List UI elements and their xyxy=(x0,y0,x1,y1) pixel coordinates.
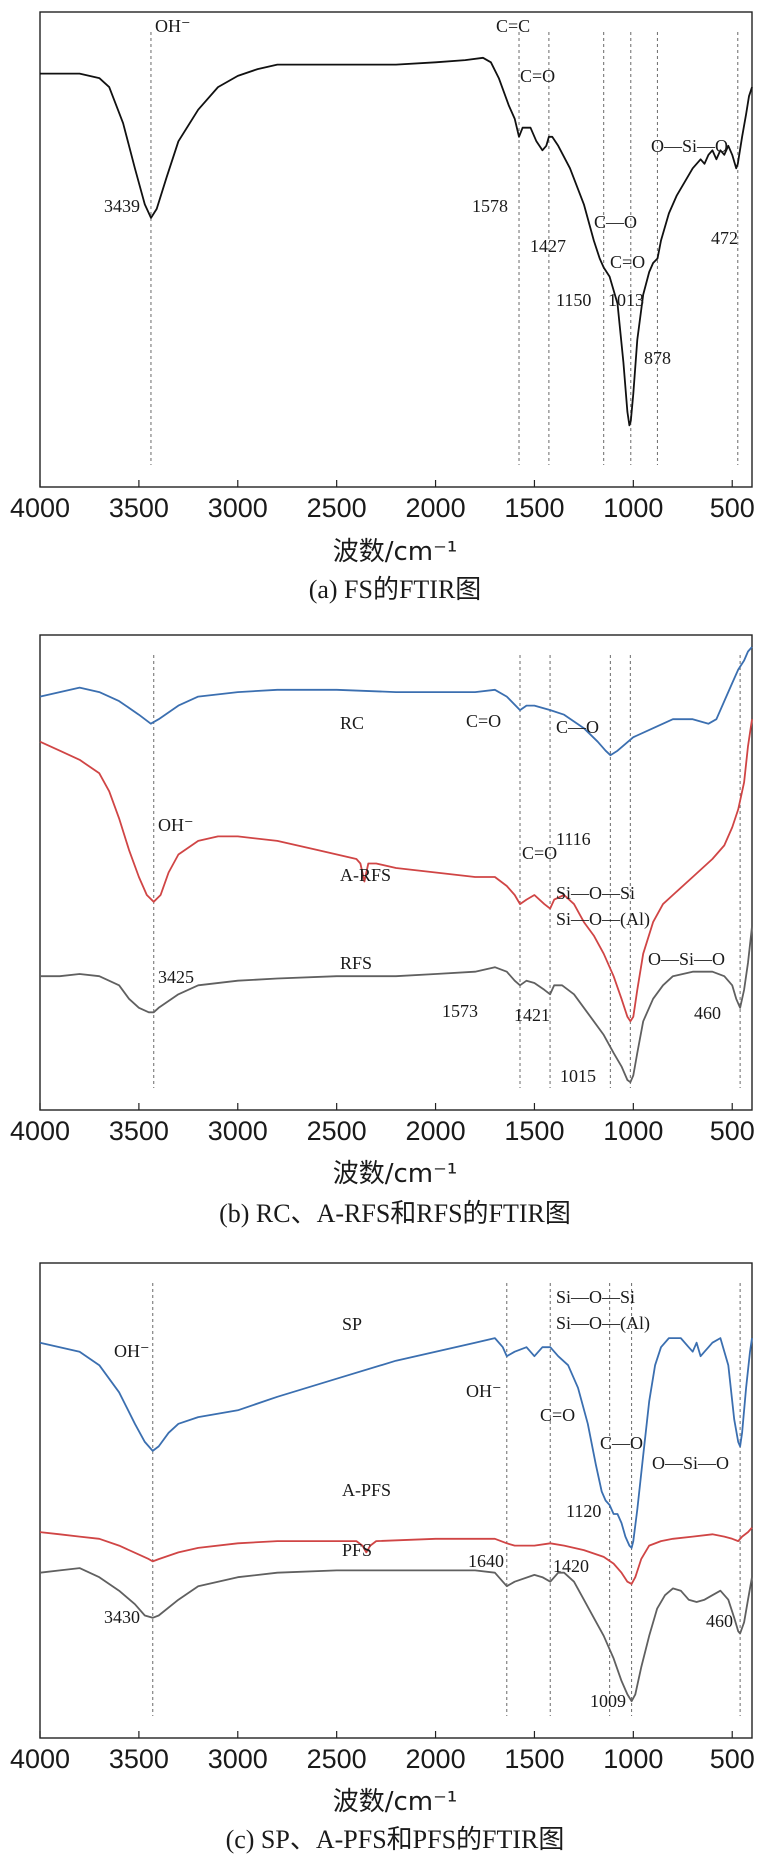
ann-number-1015: 1015 xyxy=(560,1066,596,1086)
x-tick-label-3000: 3000 xyxy=(208,1116,268,1146)
x-tick-label-2500: 2500 xyxy=(307,1744,367,1774)
panel-caption: (b) RC、A-RFS和RFS的FTIR图 xyxy=(219,1199,571,1228)
series-line-a-pfs xyxy=(39,1527,753,1585)
x-tick-label-1000: 1000 xyxy=(603,1744,663,1774)
ann-number-1120: 1120 xyxy=(566,1501,601,1521)
ann-label-c-o: C—O xyxy=(600,1433,643,1453)
plot-frame xyxy=(39,634,753,1111)
ann-label-oh: OH⁻ xyxy=(158,815,194,835)
panel-b: 4000 3500 3000 2500 2000 1500 1000 500 RC A-RFS… xyxy=(0,625,763,1235)
ann-number-1640: 1640 xyxy=(468,1551,504,1571)
ann-label-cc: C=C xyxy=(496,16,530,36)
panel-caption: (a) FS的FTIR图 xyxy=(309,575,482,604)
series-line-sp xyxy=(39,1337,753,1549)
ann-number-1150: 1150 xyxy=(556,290,591,310)
x-tick-label-500: 500 xyxy=(710,493,755,523)
ann-label-co-1: C=O xyxy=(466,711,501,731)
x-tick-label-1500: 1500 xyxy=(504,493,564,523)
x-tick-label-2000: 2000 xyxy=(406,493,466,523)
ann-number-1116: 1116 xyxy=(556,829,591,849)
ann-number-460: 460 xyxy=(706,1611,733,1631)
x-tick-label-2500: 2500 xyxy=(307,1116,367,1146)
ann-number-1573: 1573 xyxy=(442,1001,478,1021)
panel-caption: (c) SP、A-PFS和PFS的FTIR图 xyxy=(226,1825,565,1854)
ann-number-472: 472 xyxy=(711,228,738,248)
ann-label-oh-2: OH⁻ xyxy=(466,1381,502,1401)
series-label-apfs: A-PFS xyxy=(342,1480,391,1500)
x-tick-label-1500: 1500 xyxy=(504,1116,564,1146)
series-label-arfs: A-RFS xyxy=(340,865,391,885)
ann-number-3425: 3425 xyxy=(158,967,194,987)
ann-label-sioal: Si—O—(Al) xyxy=(556,909,650,930)
ann-label-co-3: C=O xyxy=(610,252,645,272)
x-axis-label: 波数/cm⁻¹ xyxy=(333,537,458,567)
ann-label-osio: O—Si—O xyxy=(648,949,725,969)
ann-label-co-2: C=O xyxy=(522,843,557,863)
ann-number-1578: 1578 xyxy=(472,196,508,216)
x-tick-label-3000: 3000 xyxy=(208,1744,268,1774)
ftir-chart-rc-arfs-rfs: 4000 3500 3000 2500 2000 1500 1000 500 RC A-RFS… xyxy=(10,634,755,1228)
ann-label-co-2: C—O xyxy=(594,212,637,232)
ann-label-osio: O—Si—O xyxy=(652,1453,729,1473)
ann-number-1013: 1013 xyxy=(608,290,644,310)
series-line-rc xyxy=(39,646,753,757)
x-tick-label-1500: 1500 xyxy=(504,1744,564,1774)
ann-label-oh: OH⁻ xyxy=(155,16,191,36)
x-tick-label-2000: 2000 xyxy=(406,1744,466,1774)
x-tick-label-3500: 3500 xyxy=(109,1744,169,1774)
x-tick-label-3000: 3000 xyxy=(208,493,268,523)
ftir-chart-sp-apfs-pfs: 4000 3500 3000 2500 2000 1500 1000 500 SP A-PFS… xyxy=(10,1262,755,1854)
x-tick-label-1000: 1000 xyxy=(603,493,663,523)
ann-number-460: 460 xyxy=(694,1003,721,1023)
plot-frame xyxy=(39,11,753,488)
x-tick-label-4000: 4000 xyxy=(10,1116,70,1146)
ftir-chart-fs: 4000 3500 3000 2500 2000 1500 1000 500 OH⁻ 3439… xyxy=(10,11,755,604)
x-tick-label-1000: 1000 xyxy=(603,1116,663,1146)
x-tick-label-3500: 3500 xyxy=(109,493,169,523)
ann-label-sioSi: Si—O—Si xyxy=(556,1287,635,1307)
panel-a: 4000 3500 3000 2500 2000 1500 1000 500 OH⁻ 3439… xyxy=(0,0,763,610)
series-label-rc: RC xyxy=(340,713,364,733)
ann-number-3430: 3430 xyxy=(104,1607,140,1627)
ann-number-1427: 1427 xyxy=(530,236,566,256)
series-label-sp: SP xyxy=(342,1314,362,1334)
ann-number-1421: 1421 xyxy=(514,1005,550,1025)
ann-label-sioSi: Si—O—Si xyxy=(556,883,635,903)
ann-label-sioal: Si—O—(Al) xyxy=(556,1313,650,1334)
series-label-pfs: PFS xyxy=(342,1540,372,1560)
ann-label-co: C=O xyxy=(540,1405,575,1425)
panel-c: 4000 3500 3000 2500 2000 1500 1000 500 SP A-PFS… xyxy=(0,1255,763,1858)
x-tick-label-2000: 2000 xyxy=(406,1116,466,1146)
series-line-spectrum xyxy=(40,56,753,427)
x-tick-label-500: 500 xyxy=(710,1744,755,1774)
series-line-rfs xyxy=(40,926,753,1084)
series-line-pfs xyxy=(39,1567,753,1703)
series-label-rfs: RFS xyxy=(340,953,372,973)
x-axis-label: 波数/cm⁻¹ xyxy=(333,1787,458,1817)
x-tick-label-4000: 4000 xyxy=(10,493,70,523)
ann-number-878: 878 xyxy=(644,348,671,368)
series-line-a-rfs xyxy=(39,719,753,1023)
x-tick-label-2500: 2500 xyxy=(307,493,367,523)
x-tick-label-4000: 4000 xyxy=(10,1744,70,1774)
ann-label-co-1: C=O xyxy=(520,66,555,86)
x-axis-label: 波数/cm⁻¹ xyxy=(333,1159,458,1189)
ann-label-osio: O—Si—O xyxy=(651,136,728,156)
ann-number-1009: 1009 xyxy=(590,1691,626,1711)
x-tick-label-500: 500 xyxy=(710,1116,755,1146)
ann-label-oh-1: OH⁻ xyxy=(114,1341,150,1361)
x-tick-label-3500: 3500 xyxy=(109,1116,169,1146)
ann-number-3439: 3439 xyxy=(104,196,140,216)
plot-frame xyxy=(39,1262,753,1739)
ann-label-c-o: C—O xyxy=(556,717,599,737)
ann-number-1420: 1420 xyxy=(553,1556,589,1576)
